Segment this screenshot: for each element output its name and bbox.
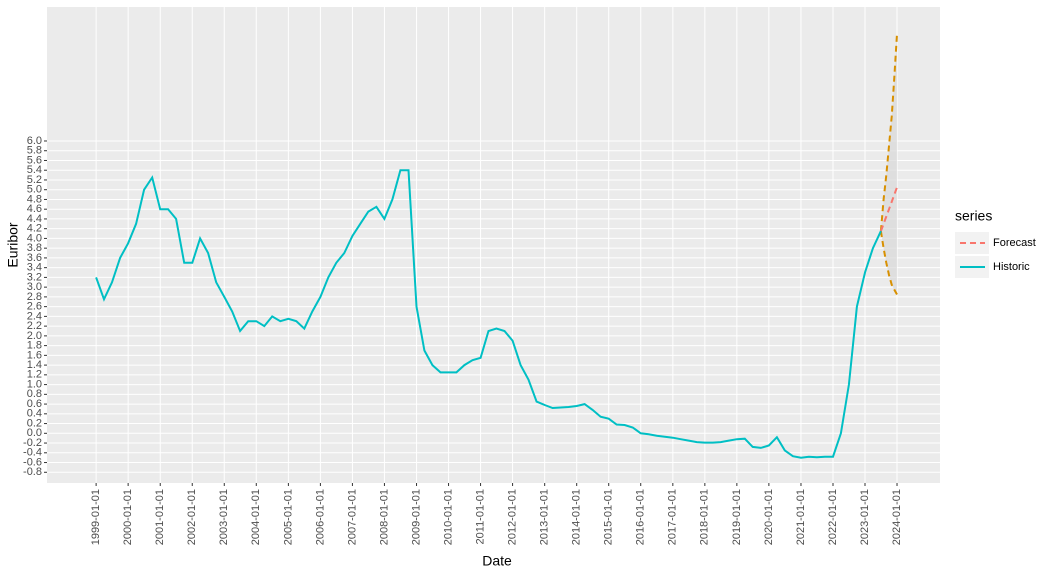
y-tick-label: 2.6 <box>27 301 42 313</box>
x-tick-label: 2017-01-01 <box>667 489 679 545</box>
grid <box>44 7 940 486</box>
y-tick-label: 5.4 <box>27 164 42 176</box>
x-tick-label: 2005-01-01 <box>282 489 294 545</box>
legend-label: Historic <box>993 261 1030 273</box>
y-tick-label: 4.6 <box>27 203 42 215</box>
x-tick-label: 2015-01-01 <box>603 489 615 545</box>
legend-label: Forecast <box>993 237 1036 249</box>
y-tick-label: 4.8 <box>27 193 42 205</box>
y-tick-label: 1.0 <box>27 378 42 390</box>
series-line <box>879 186 898 232</box>
legend-title: series <box>955 208 992 224</box>
y-tick-label: 0.6 <box>27 398 42 410</box>
y-tick-label: 0.0 <box>27 427 42 439</box>
y-tick-label: -0.2 <box>23 437 42 449</box>
y-tick-label: 3.0 <box>27 281 42 293</box>
y-tick-label: -0.4 <box>23 447 42 459</box>
x-tick-label: 2023-01-01 <box>859 489 871 545</box>
y-tick-label: 6.0 <box>27 135 42 147</box>
marks <box>95 33 898 459</box>
x-tick-label: 1999-01-01 <box>90 489 102 545</box>
x-tick-label: 2020-01-01 <box>763 489 775 545</box>
y-tick-label: 4.0 <box>27 232 42 244</box>
x-tick-label: 2007-01-01 <box>346 489 358 545</box>
y-tick-label: 4.2 <box>27 223 42 235</box>
y-tick-label: 3.2 <box>27 271 42 283</box>
x-tick-label: 2003-01-01 <box>218 489 230 545</box>
x-tick-label: 2021-01-01 <box>795 489 807 545</box>
y-tick-label: 1.4 <box>27 359 42 371</box>
y-tick-label: 0.4 <box>27 408 42 420</box>
interval-lower <box>879 230 898 295</box>
y-tick-label: 1.8 <box>27 340 42 352</box>
x-tick-label: 2009-01-01 <box>410 489 422 545</box>
x-tick-label: 2000-01-01 <box>122 489 134 545</box>
x-tick-label: 2022-01-01 <box>827 489 839 545</box>
y-tick-label: 3.6 <box>27 252 42 264</box>
x-tick-label: 2001-01-01 <box>154 489 166 545</box>
x-tick-label: 2016-01-01 <box>635 489 647 545</box>
y-tick-label: 1.6 <box>27 349 42 361</box>
interval-upper <box>879 33 898 232</box>
y-tick-label: 1.2 <box>27 369 42 381</box>
x-tick-label: 2011-01-01 <box>474 489 486 544</box>
x-tick-label: 2012-01-01 <box>506 489 518 545</box>
x-tick-label: 2014-01-01 <box>571 489 583 545</box>
y-tick-label: 5.0 <box>27 184 42 196</box>
x-axis-title: Date <box>482 553 512 569</box>
y-tick-label: 5.8 <box>27 145 42 157</box>
y-tick-label: 5.2 <box>27 174 42 186</box>
x-tick-label: 2010-01-01 <box>442 489 454 545</box>
y-tick-label: 5.6 <box>27 154 42 166</box>
x-tick-label: 2006-01-01 <box>314 489 326 545</box>
y-tick-label: 0.8 <box>27 388 42 400</box>
x-tick-label: 2002-01-01 <box>186 489 198 545</box>
x-tick-label: 2024-01-01 <box>891 489 903 545</box>
x-tick-label: 2008-01-01 <box>378 489 390 545</box>
y-tick-label: 0.2 <box>27 417 42 429</box>
y-tick-label: 3.4 <box>27 262 42 274</box>
x-tick-label: 2004-01-01 <box>250 489 262 545</box>
y-tick-label: 2.8 <box>27 291 42 303</box>
y-axis-title: Euribor <box>5 222 21 267</box>
y-tick-label: 3.8 <box>27 242 42 254</box>
x-tick-label: 2013-01-01 <box>539 489 551 545</box>
y-tick-label: 2.2 <box>27 320 42 332</box>
y-tick-label: -0.6 <box>23 456 42 468</box>
y-tick-label: 2.4 <box>27 310 42 322</box>
x-tick-label: 2018-01-01 <box>699 489 711 545</box>
legend: Forecast Historic <box>955 232 1036 278</box>
y-tick-label: -0.8 <box>23 466 42 478</box>
x-tick-label: 2019-01-01 <box>731 489 743 545</box>
series-line <box>95 169 882 459</box>
y-tick-label: 2.0 <box>27 330 42 342</box>
y-tick-label: 4.4 <box>27 213 42 225</box>
